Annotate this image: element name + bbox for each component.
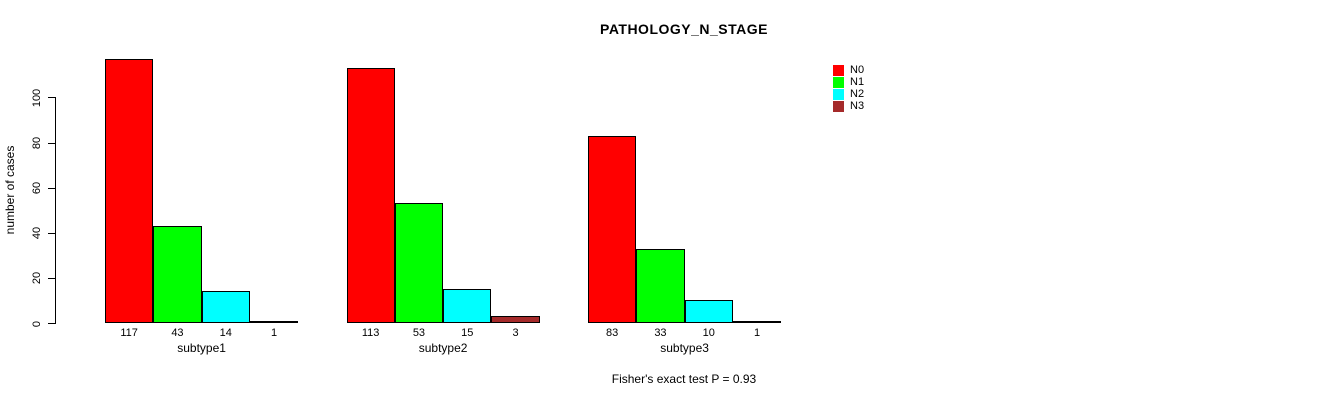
- bar-N2-subtype1: [201, 291, 250, 323]
- bar-value-label: 33: [654, 327, 667, 339]
- bar-N3-subtype3: [732, 320, 782, 323]
- bar-value-label: 113: [361, 327, 380, 339]
- chart-title: PATHOLOGY_N_STAGE: [600, 21, 768, 37]
- bar-value-label: 15: [461, 327, 474, 339]
- legend-label-N1: N1: [850, 76, 865, 88]
- legend-swatch-N1: [833, 77, 844, 88]
- bar-N1-subtype3: [636, 248, 685, 323]
- legend-label-N3: N3: [850, 100, 865, 112]
- y-axis-line: [55, 97, 56, 324]
- bar-value-label: 10: [702, 327, 715, 339]
- bar-value-label: 1: [753, 327, 761, 339]
- bar-value-label: 3: [512, 327, 519, 339]
- bar-N0-subtype2: [346, 68, 395, 323]
- bar-value-label: 14: [219, 327, 232, 339]
- bar-value-label: 117: [120, 327, 138, 339]
- y-tick-label: 60: [31, 182, 43, 195]
- legend-label-N0: N0: [850, 64, 865, 76]
- bar-N3-subtype2: [491, 316, 540, 323]
- legend-swatch-N2: [833, 89, 844, 100]
- y-tick-mark: [48, 323, 55, 324]
- legend-label-N2: N2: [850, 88, 865, 100]
- y-tick-label: 80: [31, 136, 43, 150]
- bar-value-label: 1: [270, 327, 278, 339]
- y-tick-label: 40: [31, 227, 43, 240]
- y-tick-mark: [48, 232, 55, 234]
- y-tick-label: 100: [31, 88, 43, 108]
- bar-N1-subtype1: [153, 225, 202, 323]
- bar-value-label: 43: [171, 327, 184, 339]
- y-tick-mark: [48, 142, 55, 144]
- category-label-subtype3: subtype3: [660, 341, 709, 355]
- bar-value-label: 53: [412, 327, 426, 339]
- legend-swatch-N3: [833, 101, 844, 112]
- y-axis-title: number of cases: [3, 145, 17, 235]
- bar-N1-subtype2: [394, 203, 444, 323]
- bar-N2-subtype2: [443, 289, 492, 323]
- bar-N0-subtype1: [105, 59, 154, 323]
- category-label-subtype2: subtype2: [418, 341, 468, 355]
- bar-N2-subtype3: [684, 300, 733, 323]
- legend-swatch-N0: [833, 65, 844, 76]
- bar-value-label: 83: [606, 327, 619, 339]
- y-tick-mark: [48, 97, 55, 99]
- bar-N0-subtype3: [588, 135, 637, 323]
- y-tick-label: 20: [31, 272, 43, 285]
- y-tick-mark: [48, 187, 55, 189]
- y-tick-label: 0: [31, 320, 43, 327]
- y-tick-mark: [48, 277, 55, 279]
- bar-N3-subtype1: [249, 320, 299, 323]
- category-label-subtype1: subtype1: [177, 341, 226, 355]
- annotation-fisher-test: Fisher's exact test P = 0.93: [611, 372, 757, 386]
